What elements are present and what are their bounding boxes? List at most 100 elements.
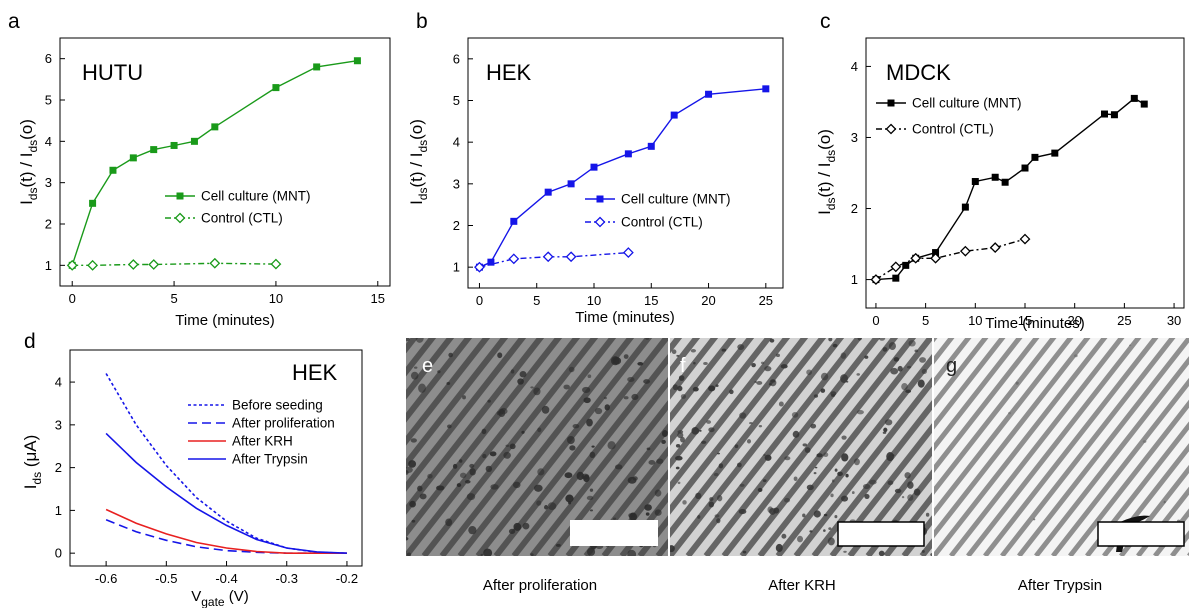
cell-blob <box>645 337 649 340</box>
data-point <box>1051 150 1058 157</box>
cell-blob <box>770 379 777 386</box>
cell-blob <box>481 554 484 556</box>
panel-c-celltype: MDCK <box>886 60 951 85</box>
cell-blob <box>749 422 752 424</box>
cell-blob <box>863 484 870 489</box>
cell-blob <box>845 474 848 478</box>
cell-blob <box>889 342 896 350</box>
cell-blob <box>588 374 592 378</box>
series-line <box>106 433 347 553</box>
cell-blob <box>714 473 719 476</box>
cell-blob <box>894 357 899 362</box>
cell-blob <box>613 357 622 365</box>
data-point <box>1031 154 1038 161</box>
cell-blob <box>914 350 918 353</box>
cell-blob <box>521 431 524 434</box>
series-line <box>480 253 629 268</box>
cell-blob <box>404 537 409 540</box>
data-point <box>509 254 518 263</box>
cell-blob <box>816 453 822 457</box>
cell-blob <box>1074 354 1078 357</box>
cell-blob <box>810 424 816 429</box>
data-point <box>705 91 712 98</box>
cell-blob <box>624 396 629 399</box>
xtick-label: -0.6 <box>95 571 117 586</box>
cell-blob <box>781 364 788 368</box>
cell-blob <box>672 349 677 354</box>
cell-blob <box>869 480 877 485</box>
xtick-label: 10 <box>968 313 982 328</box>
xtick-label: -0.4 <box>215 571 237 586</box>
cell-blob <box>677 430 683 433</box>
cell-blob <box>590 509 593 511</box>
panel-c-ylabel: Ids(t) / Ids(o) <box>815 129 838 215</box>
cell-blob <box>841 352 847 358</box>
cell-blob <box>595 408 602 414</box>
xtick-label: 15 <box>371 291 385 306</box>
cell-blob <box>864 355 868 358</box>
data-point <box>88 261 97 270</box>
panel-d-ylabel: Ids (μA) <box>21 435 44 490</box>
ytick-label: 2 <box>55 460 62 475</box>
cell-blob <box>537 427 541 432</box>
xtick-label: -0.5 <box>155 571 177 586</box>
panel-a-xlabel: Time (minutes) <box>175 312 274 329</box>
cell-blob <box>445 518 452 526</box>
panel-d-legend: Before seedingAfter proliferationAfter K… <box>188 398 335 467</box>
cell-blob <box>907 481 913 488</box>
cell-blob <box>497 411 501 415</box>
cell-blob <box>743 551 747 554</box>
micrograph-e-scalebar <box>570 520 658 546</box>
cell-blob <box>885 419 892 425</box>
ytick-label: 0 <box>55 546 62 561</box>
series-line <box>480 89 766 267</box>
xtick-label: 15 <box>644 293 658 308</box>
series-line <box>72 263 276 265</box>
xtick-label: 10 <box>269 291 283 306</box>
cell-blob <box>607 441 615 449</box>
data-point <box>191 138 198 145</box>
cell-blob <box>864 494 869 499</box>
cell-blob <box>446 382 450 385</box>
micrograph-g-scalebar <box>1098 522 1184 546</box>
cell-blob <box>841 453 848 461</box>
cell-blob <box>408 460 416 468</box>
cell-blob <box>656 459 663 464</box>
cell-blob <box>841 496 848 502</box>
series-line <box>876 239 1025 280</box>
cell-blob <box>490 484 498 490</box>
micrograph-f-caption: After KRH <box>768 577 836 594</box>
cell-blob <box>814 394 818 397</box>
legend-entry: Cell culture (MNT) <box>912 96 1022 111</box>
cell-blob <box>914 489 921 496</box>
cell-blob <box>482 429 487 435</box>
cell-blob <box>843 551 847 553</box>
cell-blob <box>661 440 666 444</box>
cell-blob <box>465 480 471 484</box>
cell-blob <box>835 469 838 472</box>
cell-blob <box>756 381 762 385</box>
cell-blob <box>586 419 593 427</box>
ytick-label: 4 <box>55 375 62 390</box>
data-point <box>109 167 116 174</box>
data-point <box>1022 165 1029 172</box>
xtick-label: 20 <box>701 293 715 308</box>
cell-blob <box>511 369 514 373</box>
xlabel-d-sub: gate <box>201 595 225 608</box>
data-point <box>510 218 517 225</box>
cell-blob <box>909 340 916 346</box>
cell-blob <box>411 372 419 380</box>
cell-blob <box>662 430 668 437</box>
ytick-label: 2 <box>453 218 460 233</box>
cell-blob <box>722 349 727 352</box>
cell-blob <box>460 473 466 479</box>
ytick-label: 5 <box>45 93 52 108</box>
panel-a-celltype: HUTU <box>82 60 143 85</box>
panel-d-celltype: HEK <box>292 360 338 385</box>
micrograph-g-letter: g <box>946 355 957 377</box>
data-point <box>591 164 598 171</box>
cell-blob <box>898 366 903 372</box>
cell-blob <box>693 387 699 392</box>
cell-blob <box>806 369 812 375</box>
cell-blob <box>883 428 887 432</box>
